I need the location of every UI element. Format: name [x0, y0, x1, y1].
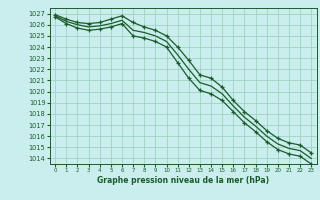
X-axis label: Graphe pression niveau de la mer (hPa): Graphe pression niveau de la mer (hPa) — [97, 176, 269, 185]
